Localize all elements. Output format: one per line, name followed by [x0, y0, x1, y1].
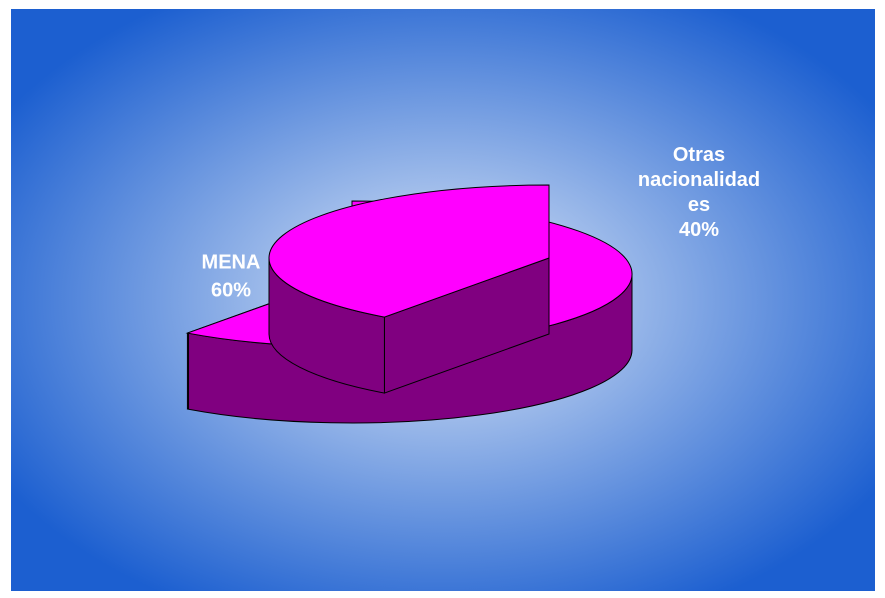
slice-label-1-line-3: 40% [679, 219, 719, 241]
chart-plot-area: MENA 60% Otras nacionalidad es 40% [11, 9, 875, 591]
slice-label-0-line-1: 60% [211, 279, 251, 301]
slice-otras-nacionalidades [268, 184, 550, 394]
slice-label-1-line-2: es [688, 194, 710, 216]
slice-label-1-line-0: Otras [673, 144, 725, 166]
slice-otras-nacionalidades-top [268, 184, 550, 318]
slice-label-0-line-0: MENA [202, 251, 261, 273]
pie-chart: MENA 60% Otras nacionalidad es 40% [185, 144, 760, 424]
slice-label-1-line-1: nacionalidad [638, 169, 760, 191]
